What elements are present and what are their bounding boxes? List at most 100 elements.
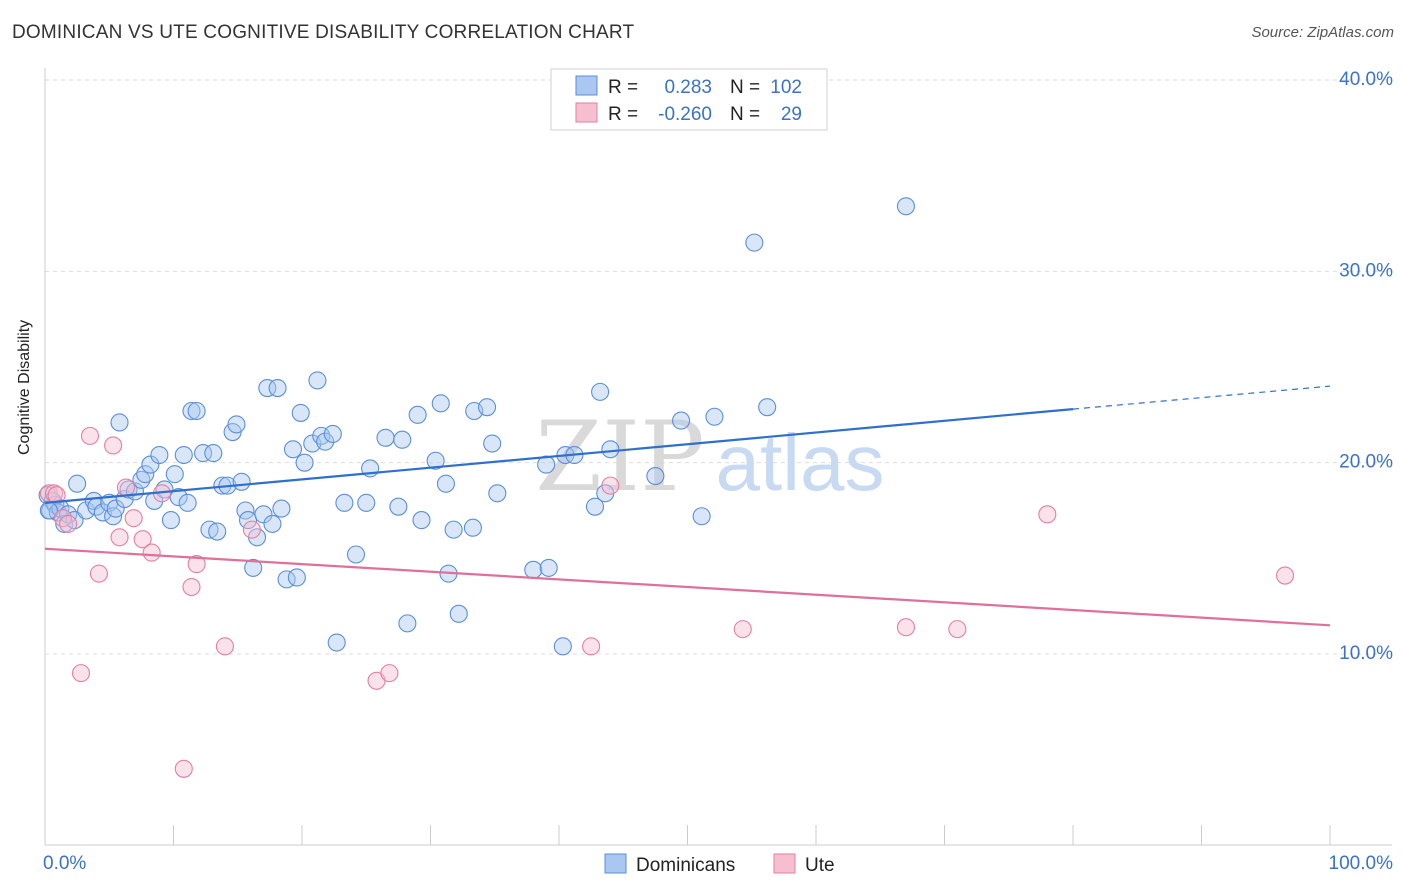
data-point-dominican	[591, 382, 610, 401]
legend-box: R = 0.283 N = 102 R = -0.260 N = 29	[550, 68, 828, 131]
data-point-dominican	[431, 394, 450, 413]
data-point-dominican	[436, 474, 455, 493]
data-point-ute	[948, 620, 967, 639]
legend-r-label-1: R =	[608, 104, 638, 125]
data-point-dominican	[463, 518, 482, 537]
data-point-dominican	[182, 401, 201, 421]
data-point-ute	[104, 436, 123, 455]
data-point-dominican	[244, 558, 263, 577]
data-point-dominican	[444, 520, 463, 539]
data-point-ute	[733, 620, 752, 639]
data-point-ute	[182, 577, 201, 597]
data-point-dominican	[323, 424, 342, 444]
data-point-dominican	[408, 405, 427, 424]
data-point-dominican	[646, 467, 665, 486]
chart-title: DOMINICAN VS UTE COGNITIVE DISABILITY CO…	[12, 22, 635, 43]
data-point-dominican	[161, 511, 180, 530]
data-point-dominican	[119, 480, 138, 499]
data-point-dominican	[412, 511, 431, 530]
data-point-dominican	[204, 444, 223, 463]
legend-n-label-0: N =	[730, 77, 760, 98]
bottom-legend-swatch-ute	[773, 853, 796, 874]
data-point-dominican	[68, 474, 87, 493]
data-point-dominican	[136, 465, 155, 484]
data-point-dominican	[291, 403, 310, 422]
legend-r-value-0: 0.283	[664, 77, 712, 98]
data-point-ute	[124, 509, 143, 528]
data-point-ute	[59, 514, 78, 533]
legend-r-value-1: -0.260	[658, 104, 712, 125]
data-point-dominican	[200, 520, 219, 539]
data-point-dominican	[150, 445, 169, 465]
legend-swatch-dominicans	[575, 75, 598, 96]
data-point-dominican	[477, 398, 497, 417]
data-point-dominican	[376, 428, 395, 447]
data-point-dominican	[896, 197, 916, 216]
data-point-dominican	[263, 514, 282, 533]
data-point-dominican	[283, 440, 303, 459]
data-point-dominican	[335, 493, 354, 512]
data-point-dominican	[295, 453, 314, 472]
trend-line-ute	[44, 547, 1331, 627]
data-point-dominican	[483, 434, 502, 453]
legend-n-value-1: 29	[781, 104, 802, 125]
data-point-dominican	[601, 440, 620, 459]
data-point-ute	[380, 664, 399, 683]
data-point-dominican	[539, 558, 558, 577]
data-point-dominican	[194, 444, 213, 463]
data-point-dominican	[758, 398, 777, 417]
data-point-dominican	[169, 488, 188, 507]
data-point-dominican	[327, 633, 346, 652]
data-point-dominican	[287, 568, 306, 587]
data-point-ute	[133, 530, 152, 549]
data-point-ute	[110, 528, 129, 547]
data-point-dominican	[357, 493, 376, 512]
data-point-dominican	[393, 430, 412, 449]
data-point-ute	[215, 637, 234, 656]
data-point-ute	[53, 509, 73, 528]
y-tick-label: 40.0%	[1339, 69, 1393, 90]
data-point-dominican	[110, 413, 129, 432]
data-point-dominican	[208, 522, 227, 541]
trend-lines	[44, 385, 1331, 627]
tick-labels: 10.0% 20.0% 30.0% 40.0% 0.0% 100.0%	[43, 69, 1393, 874]
data-point-dominican	[553, 637, 572, 656]
bottom-legend-label-ute: Ute	[805, 855, 835, 876]
axes	[44, 68, 1392, 846]
data-point-dominican	[449, 604, 468, 623]
data-point-ute	[1275, 566, 1295, 585]
series-ute	[39, 426, 1295, 778]
data-point-dominican	[585, 497, 605, 516]
data-point-dominican	[174, 445, 193, 465]
data-point-dominican	[187, 401, 206, 421]
data-point-dominican	[55, 514, 74, 533]
data-point-dominican	[745, 233, 764, 252]
data-point-ute	[174, 759, 193, 778]
x-tick-label-end: 100.0%	[1329, 853, 1394, 874]
trend-line-dominicans-extension	[1072, 385, 1331, 410]
data-point-dominican	[258, 378, 277, 398]
data-point-ute	[1038, 505, 1057, 524]
data-point-dominican	[692, 507, 711, 526]
data-point-dominican	[272, 499, 291, 518]
bottom-legend: Dominicans Ute	[604, 853, 835, 876]
data-point-dominican	[178, 493, 197, 512]
legend-n-label-1: N =	[730, 104, 760, 125]
data-point-dominican	[106, 499, 125, 518]
y-tick-label: 20.0%	[1339, 452, 1393, 473]
data-point-dominican	[398, 614, 417, 633]
data-point-dominican	[232, 472, 251, 491]
watermark: ZIP atlas	[535, 401, 884, 513]
data-point-ute	[71, 664, 91, 683]
data-point-dominican	[346, 545, 366, 564]
bottom-legend-label-dominicans: Dominicans	[636, 855, 735, 876]
trend-line-dominicans	[44, 407, 1074, 504]
data-point-dominican	[488, 484, 507, 503]
data-point-ute	[47, 486, 66, 505]
data-point-dominican	[254, 505, 273, 524]
data-point-dominican	[426, 451, 445, 470]
y-tick-label: 30.0%	[1339, 260, 1393, 281]
data-point-dominican	[308, 371, 327, 390]
data-point-dominican	[141, 455, 160, 474]
